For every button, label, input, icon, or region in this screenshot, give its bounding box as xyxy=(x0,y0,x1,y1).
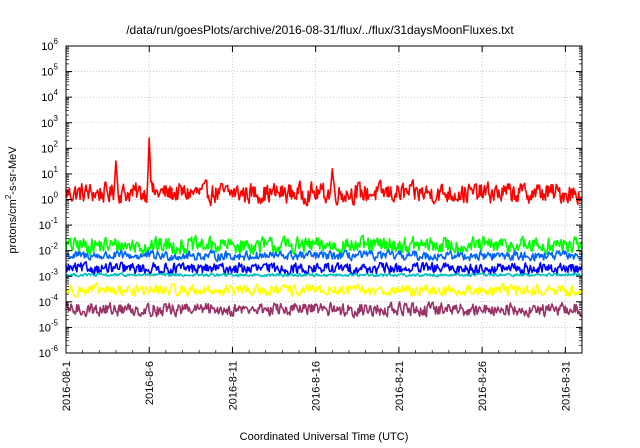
series-line xyxy=(65,260,583,277)
y-tick-label: 102 xyxy=(41,139,58,155)
series-line xyxy=(65,234,583,257)
x-tick-label: 2016-08-1 xyxy=(61,361,73,411)
x-tick-label: 2016-8-26 xyxy=(477,361,489,411)
y-tick-label: 103 xyxy=(41,114,58,130)
x-tick-label: 2016-8-31 xyxy=(560,361,572,411)
y-axis-ticks: 10-6 10-5 10-4 10-3 10-2 10-1 100 101 102 103 104 1… xyxy=(39,37,582,360)
y-axis-label-sup: 2 xyxy=(4,194,13,199)
x-axis-ticks: 2016-08-1 2016-8-6 2016-8-11 2016-8-16 2016-… xyxy=(61,46,583,411)
series-line xyxy=(65,300,583,319)
chart-title: /data/run/goesPlots/archive/2016-08-31/f… xyxy=(126,23,514,37)
y-tick-label: 105 xyxy=(41,63,58,79)
x-axis-label: Coordinated Universal Time (UTC) xyxy=(240,431,409,443)
x-tick-label: 2016-8-6 xyxy=(144,361,156,405)
y-tick-label: 104 xyxy=(41,88,58,104)
series-line xyxy=(65,249,583,263)
series-line xyxy=(65,137,583,207)
y-tick-label: 10-1 xyxy=(39,216,59,232)
y-tick-label: 10-2 xyxy=(39,242,59,258)
x-tick-label: 2016-8-21 xyxy=(394,361,406,411)
y-axis-label-base: protons/cm xyxy=(7,199,19,253)
series-group xyxy=(65,137,583,319)
y-tick-label: 10-4 xyxy=(39,293,59,309)
y-tick-label: 10-3 xyxy=(39,267,59,283)
series-line xyxy=(65,272,583,278)
series-line xyxy=(65,282,583,298)
y-tick-label: 101 xyxy=(41,165,58,181)
x-tick-label: 2016-8-11 xyxy=(227,361,239,410)
y-tick-label: 106 xyxy=(41,37,58,53)
x-tick-label: 2016-8-16 xyxy=(311,361,323,411)
y-axis-label-tail: -s-sr-MeV xyxy=(7,146,19,195)
y-tick-label: 100 xyxy=(41,191,58,207)
y-tick-label: 10-6 xyxy=(39,344,59,360)
y-tick-label: 10-5 xyxy=(39,318,59,334)
y-axis-label: protons/cm2-s-sr-MeV xyxy=(4,146,19,254)
